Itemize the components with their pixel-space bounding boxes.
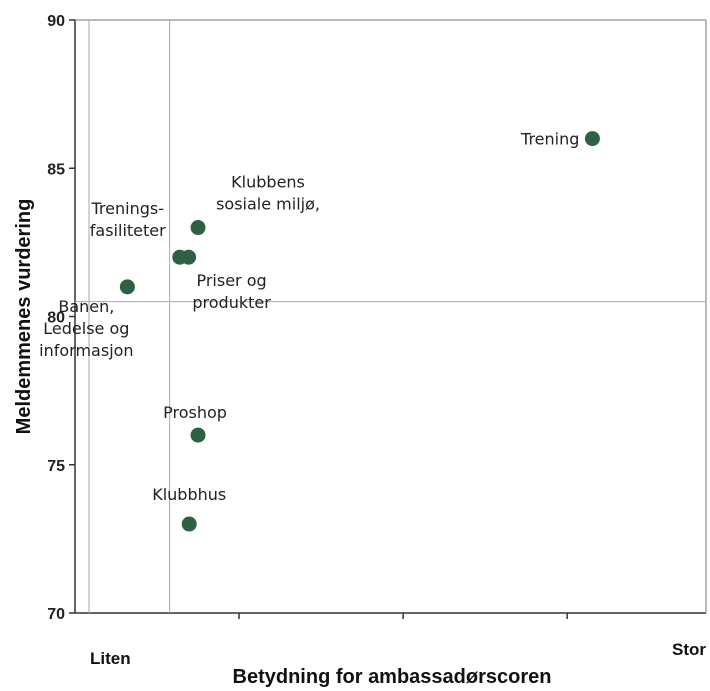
- y-tick-label: 90: [47, 13, 65, 30]
- point-label: Klubbens: [231, 173, 305, 192]
- marks-layer: Trening Klubbens sosiale miljø, Trenings-fa…: [39, 130, 600, 532]
- data-point: [584, 131, 600, 147]
- point-label: Klubbhus: [152, 485, 226, 504]
- point-label: Banen,: [58, 297, 114, 316]
- y-axis-title: Meldemmenes vurdering: [13, 199, 35, 435]
- point-label: informasjon: [39, 341, 133, 360]
- x-axis-low-label: Liten: [90, 649, 131, 668]
- y-tick-label: 70: [47, 606, 65, 623]
- data-point: [181, 249, 197, 265]
- plot-area: 70 75 80 85 90: [47, 13, 707, 623]
- point-label: Ledelse og: [43, 319, 129, 338]
- x-axis-title: Betydning for ambassadørscoren: [233, 666, 552, 688]
- y-tick-label: 80: [47, 310, 65, 327]
- point-label: Proshop: [163, 403, 227, 422]
- point-label: produkter: [192, 293, 271, 312]
- y-tick-label: 85: [47, 161, 65, 178]
- point-label: Priser og: [196, 271, 266, 290]
- data-point: [181, 516, 197, 532]
- data-point: [119, 279, 135, 295]
- point-label: Trening: [520, 130, 579, 149]
- x-axis-high-label: Stor: [672, 640, 706, 659]
- point-label: sosiale miljø,: [216, 195, 320, 214]
- point-label: fasiliteter: [90, 221, 166, 240]
- data-point: [190, 427, 206, 443]
- y-tick-label: 75: [47, 458, 65, 475]
- data-point: [190, 220, 206, 236]
- point-label: Trenings-: [91, 199, 164, 218]
